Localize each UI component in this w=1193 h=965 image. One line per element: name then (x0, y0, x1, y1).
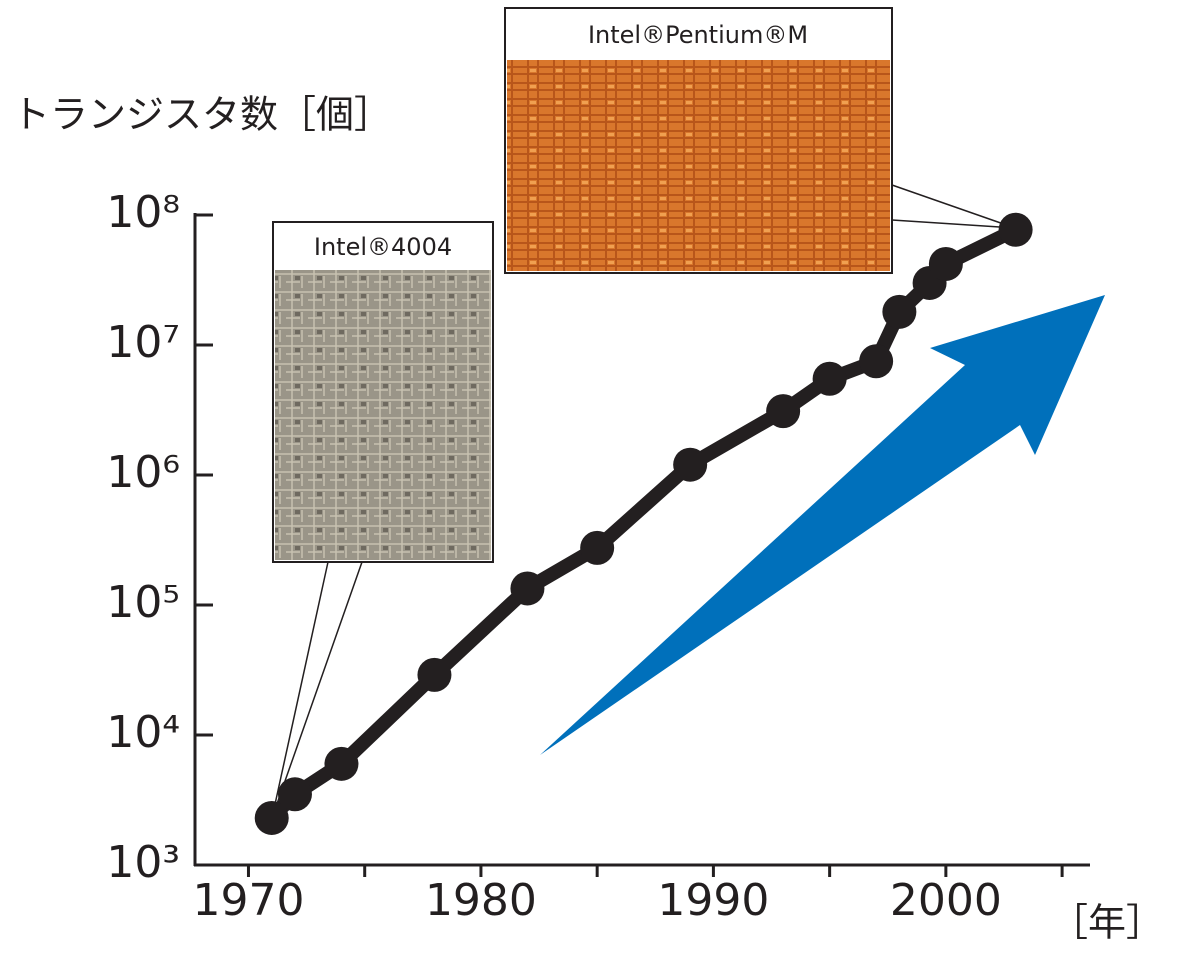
chip-pentium-m: Intel®Pentium®M (505, 8, 1015, 273)
x-axis-label: ［年］ (1050, 901, 1164, 945)
x-tick-label: 1990 (657, 875, 769, 926)
y-axis-label: トランジスタ数［個］ (12, 93, 392, 137)
x-tick-label: 2000 (890, 875, 1002, 926)
y-tick-label: 10⁴ (106, 707, 180, 758)
annotation-label: Intel®Pentium®M (588, 21, 808, 49)
y-tick-label: 10⁵ (106, 577, 180, 628)
data-point (580, 531, 614, 565)
y-tick-label: 10⁶ (106, 447, 180, 498)
data-point (324, 747, 358, 781)
chart: トランジスタ数［個］ ［年］ Intel®4004 Intel®Pentium®… (0, 0, 1193, 965)
y-tick-label: 10⁸ (106, 187, 180, 238)
data-point (673, 448, 707, 482)
x-tick-label: 1970 (192, 875, 304, 926)
data-point (813, 362, 847, 396)
data-point (417, 658, 451, 692)
x-tick-label: 1980 (425, 875, 537, 926)
chip-photo (507, 60, 890, 271)
annotation-label: Intel®4004 (314, 233, 452, 261)
chip-photo (275, 270, 491, 560)
data-point (882, 295, 916, 329)
data-point (278, 777, 312, 811)
data-point (929, 247, 963, 281)
data-point (859, 344, 893, 378)
y-tick-label: 10⁷ (106, 317, 180, 368)
data-point (999, 213, 1033, 247)
y-tick-label: 10³ (106, 837, 180, 888)
data-point (766, 394, 800, 428)
data-point (510, 571, 544, 605)
